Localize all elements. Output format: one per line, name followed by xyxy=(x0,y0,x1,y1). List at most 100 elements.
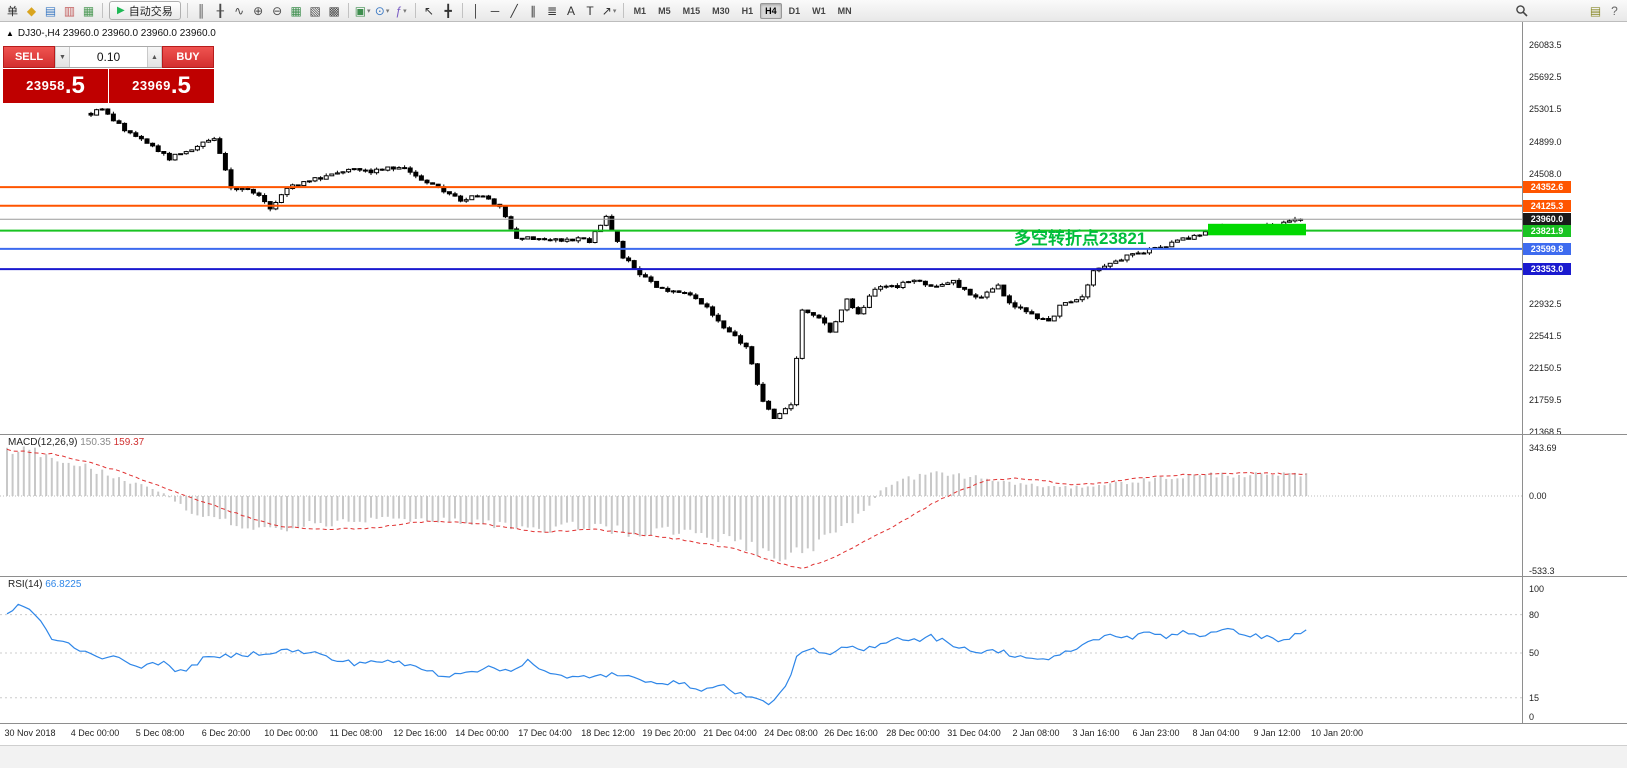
macd-axis-tick: 0.00 xyxy=(1529,491,1547,501)
channel-tool[interactable]: ∥ xyxy=(530,3,537,18)
panel-separator[interactable] xyxy=(0,576,1627,577)
autotrade-button[interactable]: ▶ 自动交易 xyxy=(109,1,181,20)
price-axis-tick: 22932.5 xyxy=(1529,298,1562,309)
time-axis-label: 30 Nov 2018 xyxy=(4,728,56,738)
time-axis-label: 10 Jan 20:00 xyxy=(1310,728,1364,738)
price-level-label: 23960.0 xyxy=(1523,213,1571,226)
time-axis-label: 6 Dec 20:00 xyxy=(201,728,251,738)
sell-button[interactable]: SELL xyxy=(3,46,55,68)
toolbar-separator xyxy=(622,3,624,18)
timeframe-d1-button[interactable]: D1 xyxy=(788,5,801,16)
play-icon: ▶ xyxy=(117,5,125,16)
market-watch-icon[interactable]: ▤ xyxy=(44,3,57,18)
buy-button[interactable]: BUY xyxy=(162,46,214,68)
rsi-axis-tick: 15 xyxy=(1529,692,1540,703)
candlestick-chart[interactable] xyxy=(0,22,1522,433)
new-chart-button[interactable]: ▣ ▾ xyxy=(354,3,371,18)
price-axis-tick: 22150.5 xyxy=(1529,362,1562,373)
macd-histogram xyxy=(6,446,1308,562)
price-axis-tick: 26083.5 xyxy=(1529,40,1562,50)
bar-chart-icon[interactable]: ║ xyxy=(196,3,206,18)
zoom-out-icon[interactable]: ⊖ xyxy=(272,3,283,18)
rsi-value: 66.8225 xyxy=(45,579,82,590)
time-axis-label: 10 Dec 00:00 xyxy=(264,728,318,738)
history-center-icon[interactable]: ◆ xyxy=(26,3,37,18)
time-axis-label: 17 Dec 04:00 xyxy=(518,728,572,738)
macd-axis-tick: 343.69 xyxy=(1529,442,1557,453)
lot-value[interactable]: 0.10 xyxy=(96,50,121,64)
price-axis-tick: 25692.5 xyxy=(1529,72,1562,83)
time-axis-label: 3 Jan 16:00 xyxy=(1072,728,1120,738)
grid-icon[interactable]: ▦ xyxy=(290,3,302,18)
lot-size-field[interactable]: ▼ 0.10 ▲ xyxy=(55,46,162,68)
macd-panel[interactable] xyxy=(0,435,1522,575)
toolbar-separator xyxy=(461,3,463,18)
toolbar-separator xyxy=(347,3,349,18)
timeframe-w1-button[interactable]: W1 xyxy=(812,5,826,16)
navigator-icon[interactable]: ▦ xyxy=(82,3,95,18)
trendline-tool[interactable]: ╱ xyxy=(510,3,518,18)
timeframe-h4-button[interactable]: H4 xyxy=(760,2,782,19)
time-axis-separator xyxy=(0,723,1627,724)
time-axis-label: 5 Dec 08:00 xyxy=(135,728,185,738)
rsi-panel[interactable] xyxy=(0,577,1522,723)
sell-price-tile[interactable]: 23958.5 xyxy=(3,69,108,103)
timeframe-m5-button[interactable]: M5 xyxy=(658,5,671,16)
rsi-label: RSI(14) 66.8225 xyxy=(8,579,81,590)
periods-button[interactable]: ⊙ ▾ xyxy=(374,3,390,18)
buy-price-tile[interactable]: 23969.5 xyxy=(109,69,214,103)
time-axis-label: 28 Dec 00:00 xyxy=(886,728,940,738)
time-axis[interactable]: 30 Nov 2018 4 Dec 00:00 5 Dec 08:00 6 Dec 2… xyxy=(0,724,1522,744)
ohlc-text: DJ30-,H4 23960.0 23960.0 23960.0 23960.0 xyxy=(17,28,216,39)
time-axis-label: 9 Jan 12:00 xyxy=(1253,728,1301,738)
zoom-in-icon[interactable]: ⊕ xyxy=(253,3,264,18)
crosshair-icon[interactable]: ╋ xyxy=(444,3,452,18)
toolbar-separator xyxy=(186,3,188,18)
price-axis-tick: 21368.5 xyxy=(1529,426,1562,437)
macd-name: MACD(12,26,9) xyxy=(8,437,78,448)
price-level-label: 24125.3 xyxy=(1523,199,1571,212)
tile-windows-icon[interactable]: ▩ xyxy=(328,3,340,18)
time-axis-label: 26 Dec 16:00 xyxy=(824,728,878,738)
cursor-icon[interactable]: ↖ xyxy=(424,3,435,18)
text-tool[interactable]: A xyxy=(567,3,576,18)
indicators-button[interactable]: ƒ ▾ xyxy=(395,3,407,18)
arrows-tool[interactable]: ↗ ▾ xyxy=(601,3,617,18)
toolbar-separator xyxy=(414,3,416,18)
search-icon[interactable] xyxy=(1512,1,1531,20)
cascade-windows-icon[interactable]: ▧ xyxy=(309,3,321,18)
help-icon[interactable]: ? xyxy=(1611,3,1618,18)
toolbar: 单 ◆ ▤ ▥ ▦ ▶ 自动交易 ║ ╂ ∿ ⊕ ⊖ ▦ ▧ ▩ ▣ ▾ ⊙ ▾ ƒ ▾ ↖ ╋ │ ─ ╱ ∥ ≣ A T ↗ ▾ M1 M5 M… xyxy=(0,0,1627,22)
timeframe-h1-button[interactable]: H1 xyxy=(741,5,754,16)
lot-decrease-button[interactable]: ▼ xyxy=(55,47,70,67)
time-axis-label: 11 Dec 08:00 xyxy=(329,728,383,738)
status-strip xyxy=(0,745,1627,768)
timeframe-m30-button[interactable]: M30 xyxy=(712,5,730,16)
lot-increase-button[interactable]: ▲ xyxy=(147,47,162,67)
horizontal-line-tool[interactable]: ─ xyxy=(490,3,500,18)
data-window-icon[interactable]: ▥ xyxy=(63,3,76,18)
window-list-icon[interactable]: ▤ xyxy=(1589,3,1602,18)
fibonacci-tool[interactable]: ≣ xyxy=(547,3,558,18)
level-lines-group xyxy=(0,186,1522,271)
panel-separator[interactable] xyxy=(0,434,1627,435)
time-axis-label: 8 Jan 04:00 xyxy=(1192,728,1240,738)
time-axis-label: 31 Dec 04:00 xyxy=(947,728,1001,738)
label-tool[interactable]: T xyxy=(586,3,594,18)
vertical-line-tool[interactable]: │ xyxy=(472,3,480,18)
timeframe-m1-button[interactable]: M1 xyxy=(633,5,647,16)
time-axis-label: 24 Dec 08:00 xyxy=(764,728,818,738)
macd-axis-tick: -533.3 xyxy=(1529,565,1555,576)
axis-divider xyxy=(1522,22,1523,723)
price-level-label: 23599.8 xyxy=(1523,242,1571,255)
line-chart-icon[interactable]: ∿ xyxy=(234,3,245,18)
chart-ohlc-title: ▲ DJ30-,H4 23960.0 23960.0 23960.0 23960… xyxy=(6,28,216,39)
timeframe-mn-button[interactable]: MN xyxy=(837,5,852,16)
timeframe-m15-button[interactable]: M15 xyxy=(682,5,701,16)
price-axis-tick: 21759.5 xyxy=(1529,394,1562,405)
price-axis[interactable]: 24352.6 24125.3 23960.0 23821.9 23599.8 23353… xyxy=(1523,0,1627,745)
new-order-button[interactable]: 单 xyxy=(7,5,18,18)
one-click-trading-panel: SELL ▼ 0.10 ▲ BUY 23958.5 23969.5 xyxy=(3,46,214,103)
candlestick-icon[interactable]: ╂ xyxy=(216,3,224,18)
rsi-axis-tick: 0 xyxy=(1529,712,1535,722)
